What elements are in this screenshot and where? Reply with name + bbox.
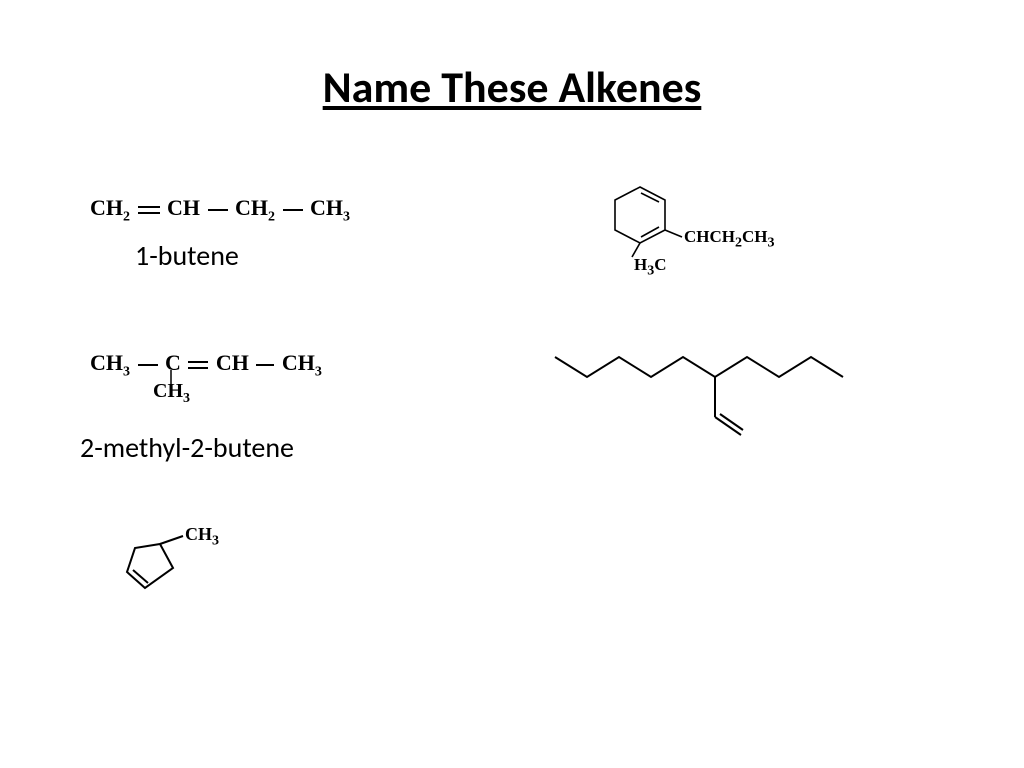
molecule-2-formula: CH3 C CH3 CH CH3 [90,350,322,380]
molecule-3-structure: CH3 [115,530,245,610]
molecule-5-structure [555,335,855,460]
molecule-2-answer: 2-methyl-2-butene [80,430,294,465]
skeletal-chain-icon [555,335,855,455]
mol4-right-sub2: 3 [768,235,775,250]
mol4-right-label2: CH [742,227,768,246]
seg-sub: 3 [343,209,350,224]
seg-sub: 3 [315,364,322,379]
seg: CH [90,350,123,375]
seg-sub: 2 [123,209,130,224]
branch-label: CH [153,380,183,402]
double-bond-icon [136,204,162,216]
seg: CH [282,350,315,375]
mol3-sub: 3 [212,534,219,549]
molecule-1-answer: 1-butene [135,238,239,273]
seg: CH [216,350,249,375]
seg-sub: 3 [123,364,130,379]
seg: CH [235,195,268,220]
single-bond-icon [281,204,305,216]
mol3-label: CH [185,524,212,544]
single-bond-icon [206,204,230,216]
mol4-bottom-left: H [634,255,647,274]
cyclopentene-icon [115,530,245,605]
single-bond-icon [136,359,160,371]
seg: CH [167,195,200,220]
seg-sub: 2 [268,209,275,224]
slide-title: Name These Alkenes [0,60,1024,114]
seg: CH [310,195,343,220]
single-bond-icon [254,359,276,371]
molecule-1-formula: CH2 CH CH2 CH3 [90,195,350,225]
seg: CH [90,195,123,220]
mol4-right-label: CHCH [684,227,735,246]
mol4-right-sub1: 2 [735,235,742,250]
double-bond-icon [186,359,210,371]
mol4-bottom-right: C [654,255,666,274]
branch-sub: 3 [183,391,190,406]
molecule-4-structure: CHCH2CH3 H3C [580,175,800,300]
